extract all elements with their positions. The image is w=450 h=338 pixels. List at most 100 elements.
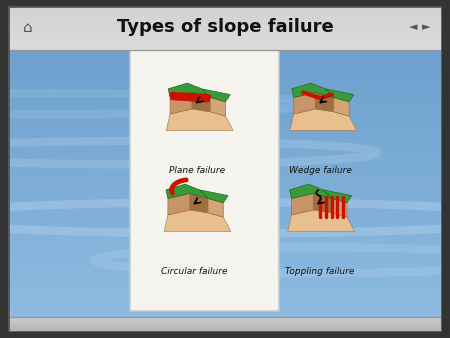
Bar xyxy=(8,318,442,319)
Bar xyxy=(8,314,442,316)
Bar xyxy=(8,151,442,152)
Bar xyxy=(8,71,442,72)
Bar xyxy=(8,58,442,59)
Polygon shape xyxy=(190,193,208,213)
Bar xyxy=(8,167,442,168)
Bar xyxy=(8,83,442,85)
Bar xyxy=(8,264,442,265)
Bar xyxy=(8,279,442,281)
Polygon shape xyxy=(208,198,223,217)
Bar xyxy=(8,55,442,56)
Bar xyxy=(8,252,442,254)
Bar xyxy=(8,269,442,271)
Bar xyxy=(8,35,442,37)
Bar xyxy=(8,316,442,317)
Polygon shape xyxy=(288,210,355,232)
Bar xyxy=(8,154,442,155)
Bar xyxy=(8,244,442,245)
Bar xyxy=(8,302,442,303)
Bar xyxy=(8,56,442,58)
Bar xyxy=(8,28,442,29)
Bar xyxy=(8,231,442,233)
Bar xyxy=(8,29,442,31)
Bar xyxy=(8,329,442,330)
Bar xyxy=(8,305,442,306)
Bar xyxy=(8,238,442,240)
Bar xyxy=(8,132,442,134)
Polygon shape xyxy=(202,89,230,102)
Bar xyxy=(8,216,442,217)
Bar xyxy=(8,203,442,204)
Bar xyxy=(8,32,442,34)
Bar xyxy=(8,268,442,269)
Bar xyxy=(8,149,442,151)
Bar xyxy=(8,195,442,196)
Bar xyxy=(8,192,442,193)
Bar xyxy=(8,127,442,128)
Bar xyxy=(8,106,442,107)
Bar xyxy=(8,75,442,76)
Polygon shape xyxy=(325,89,354,102)
Bar xyxy=(8,179,442,180)
Bar xyxy=(8,306,442,307)
Polygon shape xyxy=(168,83,210,97)
Bar xyxy=(8,114,442,116)
FancyBboxPatch shape xyxy=(8,6,442,50)
Bar xyxy=(8,243,442,244)
Bar xyxy=(8,180,442,182)
Bar xyxy=(8,37,442,38)
Bar xyxy=(8,275,442,276)
Bar xyxy=(8,297,442,299)
Bar xyxy=(8,312,442,313)
Bar xyxy=(8,172,442,173)
Bar xyxy=(8,168,442,169)
Bar xyxy=(8,184,442,185)
Text: ◄: ◄ xyxy=(410,22,418,32)
Bar xyxy=(8,209,442,210)
Bar xyxy=(8,45,442,47)
Bar xyxy=(8,41,442,43)
Bar xyxy=(8,41,442,43)
Bar xyxy=(8,40,442,41)
Bar xyxy=(8,300,442,302)
Polygon shape xyxy=(323,190,351,203)
Bar xyxy=(8,307,442,309)
Bar xyxy=(8,176,442,178)
Bar xyxy=(8,130,442,131)
Text: ⌂: ⌂ xyxy=(23,20,32,35)
Bar xyxy=(8,262,442,264)
Bar xyxy=(8,212,442,213)
Bar xyxy=(8,326,442,327)
Bar xyxy=(8,123,442,124)
Bar xyxy=(8,202,442,203)
Bar xyxy=(8,143,442,144)
Polygon shape xyxy=(168,193,190,215)
Bar xyxy=(8,233,442,234)
Bar xyxy=(8,69,442,71)
Bar xyxy=(8,10,442,12)
Bar xyxy=(8,171,442,172)
Bar xyxy=(8,254,442,255)
Bar xyxy=(8,322,442,323)
Bar xyxy=(8,293,442,295)
Bar xyxy=(8,282,442,284)
Bar xyxy=(8,109,442,110)
Bar xyxy=(8,15,442,16)
Bar xyxy=(8,68,442,69)
Bar xyxy=(8,190,442,192)
Bar xyxy=(8,295,442,296)
Polygon shape xyxy=(292,83,334,97)
Bar xyxy=(8,95,442,96)
Polygon shape xyxy=(334,97,349,116)
Bar xyxy=(8,124,442,126)
Bar xyxy=(8,121,442,123)
Bar xyxy=(8,49,442,51)
Bar xyxy=(8,46,442,47)
Bar xyxy=(8,113,442,114)
Polygon shape xyxy=(290,184,332,198)
Bar xyxy=(8,61,442,62)
Bar xyxy=(8,85,442,86)
Bar xyxy=(8,120,442,121)
Bar xyxy=(8,271,442,272)
Bar xyxy=(8,92,442,93)
